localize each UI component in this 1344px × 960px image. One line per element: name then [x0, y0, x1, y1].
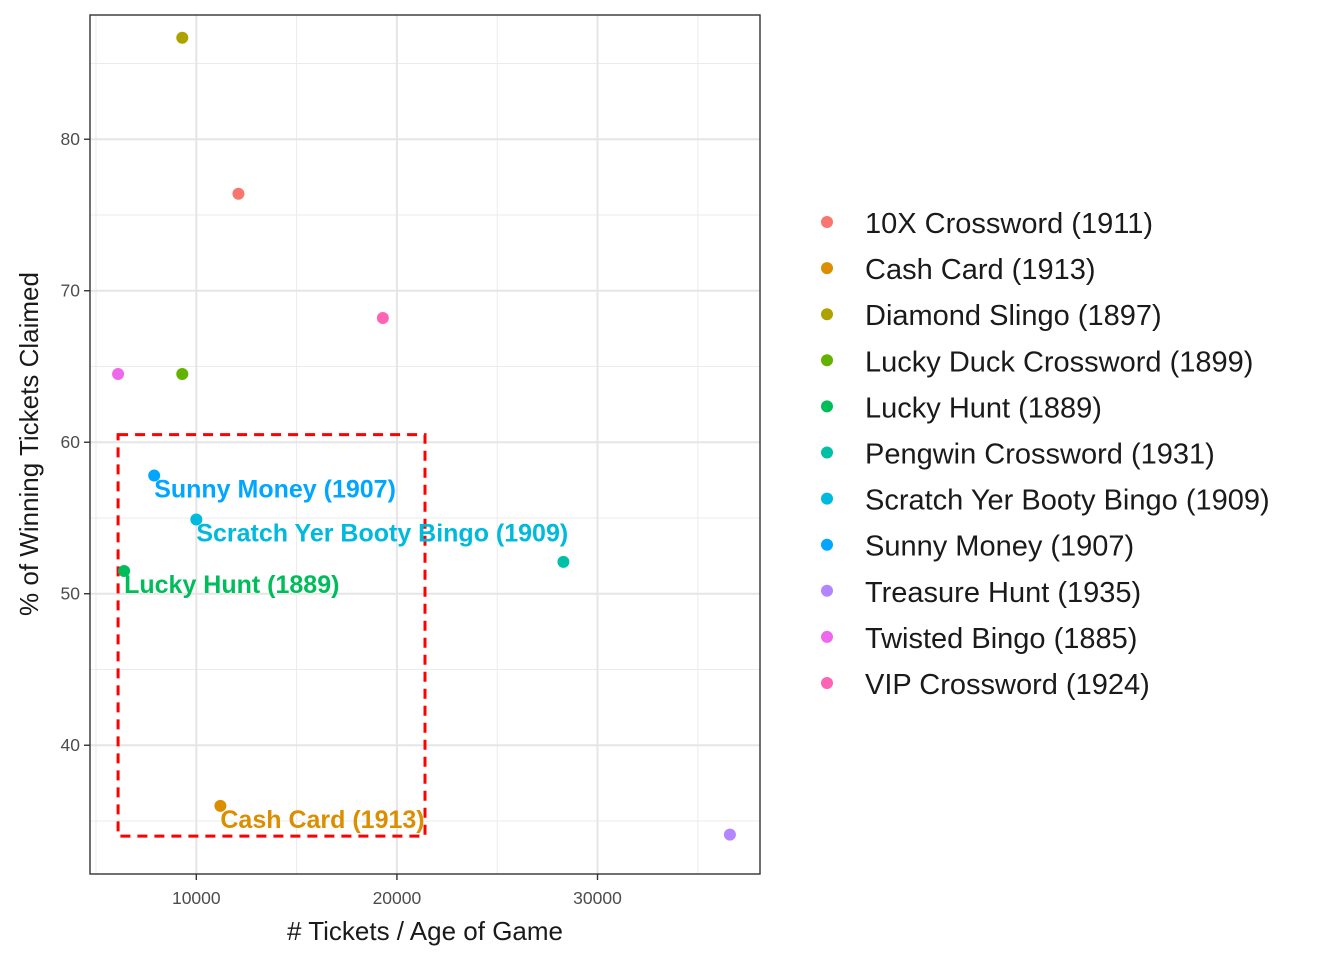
data-point	[376, 311, 389, 324]
legend-key	[821, 216, 833, 228]
y-tick-label: 80	[61, 129, 81, 149]
x-tick-label: 10000	[172, 888, 221, 908]
data-point	[723, 828, 736, 841]
plot-panel-border	[89, 14, 761, 875]
y-tick-label: 40	[61, 735, 81, 755]
point-label: Sunny Money (1907)	[154, 476, 396, 504]
legend-key	[821, 446, 833, 459]
legend-key	[821, 538, 833, 551]
legend-label: Twisted Bingo (1885)	[865, 623, 1137, 655]
data-point	[148, 469, 161, 482]
data-point	[176, 31, 189, 44]
y-axis-title: % of Winning Tickets Claimed	[14, 272, 44, 616]
point-label: Cash Card (1913)	[220, 806, 424, 834]
legend-label: Cash Card (1913)	[865, 254, 1096, 286]
point-labels: Cash Card (1913) Lucky Hunt (1889) Scratch…	[124, 476, 568, 834]
legend-label: Lucky Duck Crossword (1899)	[865, 346, 1253, 378]
data-point	[214, 799, 227, 812]
legend-label: Sunny Money (1907)	[865, 531, 1134, 563]
legend-key	[821, 584, 833, 597]
legend-key	[821, 677, 833, 689]
y-tick-label: 50	[61, 584, 81, 604]
x-tick-label: 20000	[373, 888, 422, 908]
legend-key	[821, 308, 833, 321]
legend-key	[821, 630, 833, 643]
data-point	[176, 368, 189, 381]
data-points	[112, 31, 736, 841]
legend-label: Pengwin Crossword (1931)	[865, 439, 1215, 471]
legend-key	[821, 262, 833, 275]
x-axis-title: # Tickets / Age of Game	[287, 916, 563, 946]
legend-key	[821, 400, 833, 413]
point-label: Scratch Yer Booty Bingo (1909)	[196, 519, 568, 547]
data-point	[232, 187, 245, 200]
data-point	[190, 513, 203, 526]
legend-key	[821, 492, 833, 505]
data-point	[118, 565, 131, 578]
highlight-box	[116, 433, 427, 838]
legend-label: Scratch Yer Booty Bingo (1909)	[865, 485, 1270, 517]
legend-key	[821, 354, 833, 367]
legend-label: Diamond Slingo (1897)	[865, 300, 1162, 332]
data-point	[557, 555, 570, 568]
point-label: Lucky Hunt (1889)	[124, 571, 339, 599]
y-tick-label: 60	[61, 432, 81, 452]
highlight-box-layer	[116, 433, 427, 838]
axis-ticks: 10000 20000 30000 40 50 60 70 80	[61, 129, 623, 908]
legend-label: 10X Crossword (1911)	[865, 208, 1153, 240]
y-tick-label: 70	[61, 281, 81, 301]
legend-label: Lucky Hunt (1889)	[865, 392, 1102, 424]
legend: 10X Crossword (1911) Cash Card (1913) Diam…	[821, 208, 1270, 701]
x-tick-label: 30000	[573, 888, 622, 908]
legend-label: Treasure Hunt (1935)	[865, 577, 1141, 609]
legend-label: VIP Crossword (1924)	[865, 669, 1150, 701]
data-point	[112, 368, 125, 381]
